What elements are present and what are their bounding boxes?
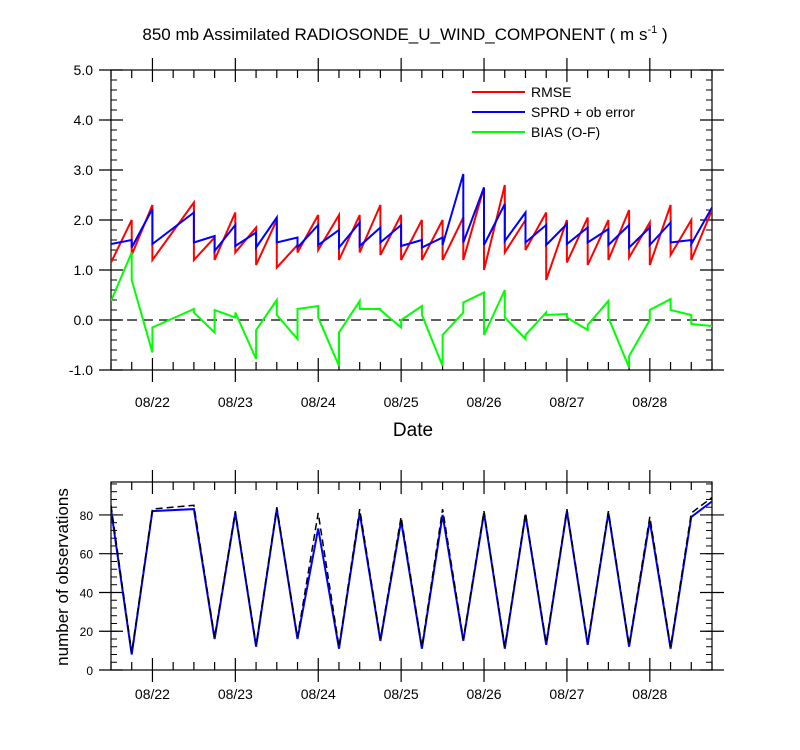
- bottom-ytick-label: 60: [80, 548, 94, 562]
- top-ytick-label: 2.0: [74, 212, 94, 228]
- bottom-ytick-label: 20: [80, 625, 94, 639]
- chart-title-main: 850 mb Assimilated RADIOSONDE_U_WIND_COM…: [142, 25, 647, 44]
- legend-label-bias: BIAS (O-F): [531, 124, 600, 140]
- bottom-xtick-label: 08/24: [301, 686, 336, 702]
- top-xtick-label: 08/23: [218, 394, 253, 410]
- top-xtick-label: 08/25: [384, 394, 419, 410]
- top-xtick-label: 08/27: [549, 394, 584, 410]
- top-xtick-label: 08/28: [632, 394, 667, 410]
- legend-label-rmse: RMSE: [531, 84, 571, 100]
- top-ytick-label: 0.0: [74, 312, 94, 328]
- x-axis-label: Date: [393, 420, 433, 441]
- bottom-xtick-label: 08/25: [384, 686, 419, 702]
- bottom-xtick-label: 08/27: [549, 686, 584, 702]
- top-xtick-label: 08/24: [301, 394, 336, 410]
- top-ytick-label: -1.0: [69, 362, 93, 378]
- top-ytick-label: 3.0: [74, 162, 94, 178]
- top-ytick-label: 5.0: [74, 62, 94, 78]
- top-series-sprd-ob-error: [111, 173, 712, 254]
- chart-title-superscript: -1: [647, 24, 657, 36]
- bottom-ytick-label: 80: [80, 509, 94, 523]
- bottom-plot-frame: [110, 481, 713, 671]
- legend-label-sprd: SPRD + ob error: [531, 104, 635, 120]
- chart-title-close: ): [657, 25, 667, 44]
- bottom-plot: 0 20 40 60 80 08/22 08/23 08/24 08/25 08/26 08/27 0…: [80, 470, 724, 702]
- top-ytick-label: 1.0: [74, 262, 94, 278]
- top-plot: -1.0 0.0 1.0 2.0 3.0 4.0 5.0 08/22 08/23 08/24 08/…: [69, 58, 724, 410]
- bottom-series-total-observations: [111, 496, 712, 653]
- top-series-bias-o-f: [111, 252, 712, 368]
- y-axis-label-observations: number of observations: [53, 488, 72, 666]
- bottom-ytick-label: 0: [86, 664, 93, 678]
- bottom-xtick-label: 08/23: [218, 686, 253, 702]
- top-ytick-label: 4.0: [74, 112, 94, 128]
- legend: RMSE SPRD + ob error BIAS (O-F): [472, 84, 635, 140]
- bottom-xtick-label: 08/22: [135, 686, 170, 702]
- top-xtick-label: 08/26: [467, 394, 502, 410]
- bottom-xtick-label: 08/26: [467, 686, 502, 702]
- chart-title: 850 mb Assimilated RADIOSONDE_U_WIND_COM…: [142, 24, 667, 44]
- bottom-xtick-label: 08/28: [632, 686, 667, 702]
- top-xtick-label: 08/22: [135, 394, 170, 410]
- bottom-ytick-label: 40: [80, 586, 94, 600]
